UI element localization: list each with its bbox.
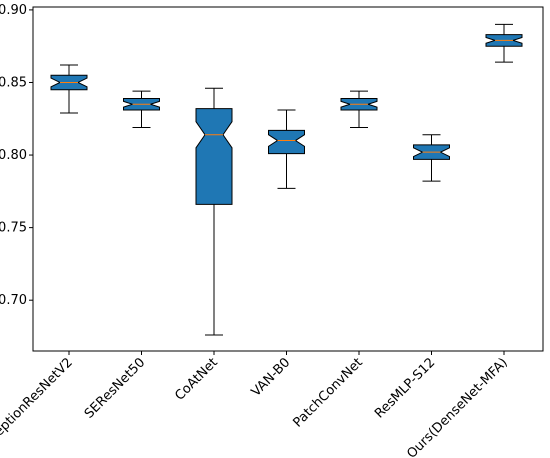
plot-frame: [32, 6, 544, 352]
box-3: [195, 87, 233, 336]
y-tick-label: 0.80: [0, 148, 27, 163]
y-tick-label: 0.90: [0, 3, 27, 18]
box-6: [413, 134, 450, 182]
box-body: [195, 108, 233, 205]
y-tick-label: 0.85: [0, 75, 27, 90]
y-axis: 0.70 0.75 0.80 0.85 0.90: [0, 3, 33, 308]
x-tick-label: PatchConvNet: [291, 355, 366, 430]
x-axis: InceptionResNetV2 SEResNet50 CoAtNet VAN-B0…: [0, 351, 511, 458]
x-tick-label: ResMLP-S12: [372, 355, 438, 421]
box-4: [268, 109, 305, 189]
x-tick-label: VAN-B0: [249, 355, 294, 400]
box-1: [50, 64, 88, 114]
x-tick-label: InceptionResNetV2: [0, 355, 76, 453]
box-7: [485, 23, 523, 63]
y-tick-label: 0.70: [0, 293, 27, 308]
box-2: [123, 90, 160, 128]
box-5: [340, 90, 378, 128]
boxes-group: [50, 23, 523, 336]
box-body: [268, 129, 305, 155]
y-tick-label: 0.75: [0, 221, 27, 236]
x-tick-label: SEResNet50: [82, 355, 149, 422]
x-tick-label: CoAtNet: [172, 355, 221, 404]
